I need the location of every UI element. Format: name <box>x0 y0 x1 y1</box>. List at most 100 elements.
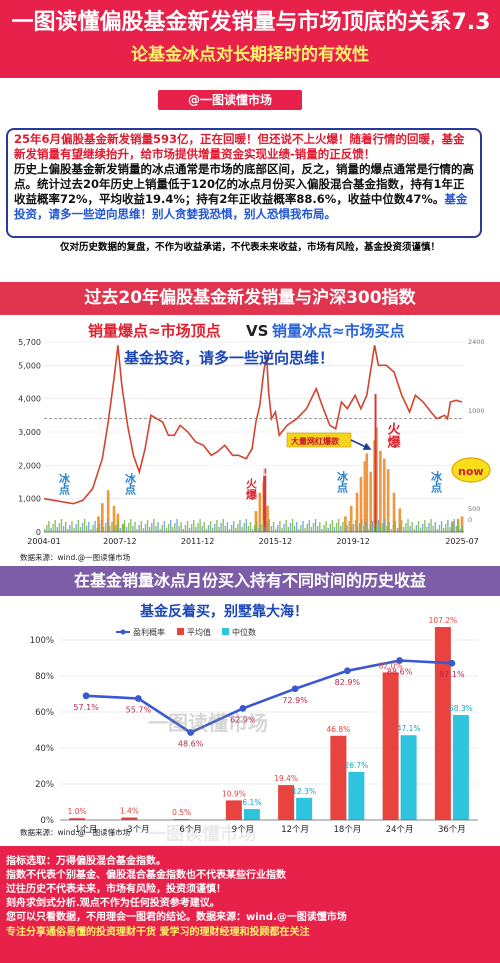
chart1-small-bar <box>300 525 302 532</box>
chart1-small-bar <box>155 526 157 532</box>
chart1-small-bar <box>453 519 455 532</box>
chart1-label-cold: 冰点 <box>58 472 71 496</box>
chart1-small-bar <box>134 522 136 532</box>
chart1-small-bar <box>107 519 109 532</box>
chart1-small-bar <box>151 523 153 532</box>
chart1-x-tick-label: 2015-12 <box>259 537 292 546</box>
chart1-small-bar <box>359 523 361 532</box>
chart1-small-bar <box>94 521 96 532</box>
chart2-headline: 基金反着买，别墅靠大海！ <box>140 603 308 620</box>
chart1-small-bar <box>195 527 197 532</box>
chart2-prob-label: 88.6% <box>387 668 413 677</box>
chart1-small-bar <box>247 526 250 532</box>
chart1-small-bar <box>121 524 124 532</box>
chart1-small-bar <box>426 527 428 532</box>
chart2-x-tick-label: 12个月 <box>281 825 309 835</box>
chart1-small-bar <box>226 522 229 532</box>
chart2-mean-bar <box>330 735 347 820</box>
chart1-small-bar <box>140 521 142 532</box>
chart1-small-bar <box>440 521 443 532</box>
chart2-watermark: 一图读懂市场 <box>148 711 268 735</box>
chart1-small-bar <box>86 526 88 532</box>
chart1-small-bar <box>302 521 304 532</box>
chart2-prob-points <box>82 657 456 736</box>
chart1-small-bar <box>90 529 92 532</box>
chart1-small-bar <box>348 521 350 532</box>
chart1-small-bar <box>144 524 147 532</box>
chart1-small-bar <box>117 521 119 532</box>
chart1-small-bar <box>79 527 82 532</box>
chart1-small-bar <box>98 524 100 532</box>
chart1-sales-bar <box>460 516 464 532</box>
chart1-small-bar <box>293 526 296 532</box>
chart1-small-bar <box>239 520 241 532</box>
chart1-sales-bar <box>254 511 258 532</box>
chart1-small-bar <box>279 521 281 532</box>
chart2-prob-label: 87.1% <box>439 670 465 679</box>
chart1-small-bar <box>281 528 283 532</box>
chart1-small-bar <box>132 526 134 532</box>
disclaimer: 仅对历史数据的复盘，不作为收益承诺，不代表未来收益，市场有风险，基金投资须谨慎！ <box>59 242 440 253</box>
chart1-small-bar <box>352 524 355 532</box>
header: 一图读懂偏股基金新发销量与市场顶底的关系7.3 论基金冰点对长期择时的有效性 <box>0 0 500 78</box>
chart1-small-bar <box>233 521 235 532</box>
chart1-x-tick-label: 2011-12 <box>181 537 214 546</box>
chart2-median-bar <box>296 797 313 820</box>
chart2-y-tick-label: 0% <box>41 816 55 826</box>
chart2-prob-point <box>187 729 195 736</box>
chart2-mean-label: 82.0% <box>379 661 403 670</box>
chart1-small-bar <box>394 521 397 532</box>
chart1-small-bar <box>361 519 363 532</box>
chart2-median-label: 6.1% <box>242 798 261 807</box>
chart1-small-bar <box>424 520 426 532</box>
chart1-small-bar <box>201 526 203 532</box>
chart2-legend: 盈利概率 平均值 中位数 <box>116 627 256 637</box>
chart1-small-bar <box>392 525 394 532</box>
chart1-x-tick-label: 2025-07 <box>445 537 478 546</box>
chart1-small-bar <box>100 520 103 532</box>
chart1-small-bar <box>436 529 439 532</box>
chart1-small-bar <box>331 520 334 532</box>
chart1-headline-blue: 销量冰点≈市场买点 <box>272 322 405 340</box>
chart1-small-bar <box>119 528 121 532</box>
chart1-small-bar <box>327 528 329 532</box>
chart1-x-tick-label: 2004-01 <box>27 537 60 546</box>
chart2-x-ticks: 1个月 3个月 6个月 9个月 12个月 18个月 24个月 36个月 <box>60 819 478 835</box>
footer-line6: 专注分享通俗易懂的投资理财干货 爱学习的理财经理和投顾都在关注 <box>6 927 310 938</box>
chart1-sales-bar <box>392 492 396 532</box>
chart1-small-bar <box>136 529 138 532</box>
chart1: 0 1,000 2,000 3,000 4,000 5,000 5,700 2400 1000… <box>18 322 491 562</box>
summary-red-text: 25年6月偏股基金新发销量593亿，正在回暖！但还说不上火爆！随着行情的回暖，基… <box>14 132 465 161</box>
chart1-small-bar <box>422 524 424 532</box>
chart2-y-tick-label: 100% <box>30 636 54 646</box>
chart1-small-bar <box>81 523 84 532</box>
chart1-small-bar <box>382 523 384 532</box>
chart1-small-bar <box>50 528 52 532</box>
chart2-prob-point <box>134 695 142 702</box>
chart1-small-bar <box>170 520 172 532</box>
chart1-small-bar <box>340 526 342 532</box>
chart1-small-bar <box>277 525 279 532</box>
chart1-small-bar <box>342 522 344 532</box>
chart1-small-bar <box>365 522 367 532</box>
chart1-small-bar <box>405 523 407 532</box>
chart2-labels: 1.0% 1.4% 0.5% 10.9%6.1% 19.4% 12.3% 46.8% 26.7… <box>68 616 473 817</box>
chart2-mean-bar <box>173 819 190 820</box>
chart1-y-tick-label: 3,000 <box>18 428 41 437</box>
chart2-source: 数据来源：wind.@一图读懂市场 <box>20 827 131 837</box>
footer-line2: 指数不代表个别基金、偏股混合基金指数也不代表某些行业指数 <box>6 870 286 881</box>
chart1-y-tick-label: 5,000 <box>18 361 41 370</box>
chart1-small-bar <box>172 527 174 532</box>
chart2-median-label: 12.3% <box>292 787 316 796</box>
chart1-small-bar <box>237 524 239 532</box>
chart2-x-tick-label: 1个月 <box>75 825 97 835</box>
chart2-legend-label: 平均值 <box>187 627 211 637</box>
chart1-sales-bar <box>122 524 126 532</box>
chart1-now-label: now <box>458 465 484 478</box>
chart1-label-cold2: 冰点 <box>124 472 137 496</box>
chart1-small-bar <box>254 525 256 532</box>
chart1-small-bar <box>163 521 166 532</box>
chart1-small-bar <box>401 520 403 532</box>
chart1-small-bar <box>214 524 216 532</box>
chart1-small-bar <box>199 519 201 532</box>
